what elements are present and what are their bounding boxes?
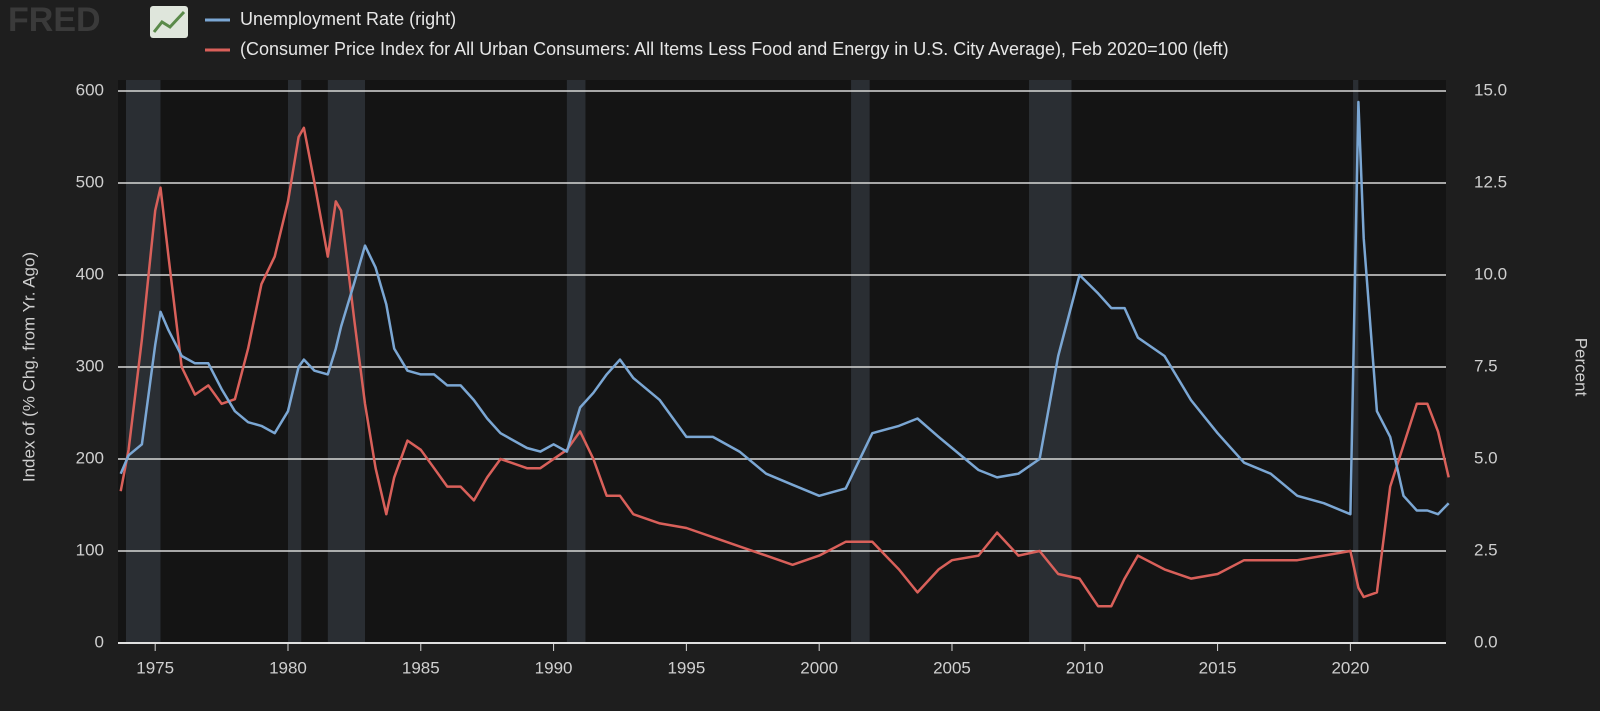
recession-band xyxy=(1353,80,1359,643)
recession-band xyxy=(125,80,161,643)
y2-tick-label: 2.5 xyxy=(1474,540,1498,559)
recession-band xyxy=(851,80,870,643)
x-tick-label: 1980 xyxy=(269,658,307,677)
y2-tick-label: 5.0 xyxy=(1474,448,1498,467)
logo: FRED xyxy=(8,1,101,39)
x-tick-label: 1985 xyxy=(402,658,440,677)
plot-area xyxy=(118,80,1446,643)
logo-icon xyxy=(150,6,188,38)
y-axis-label: Index of (% Chg. from Yr. Ago) xyxy=(19,252,38,482)
x-tick-label: 1975 xyxy=(136,658,174,677)
x-tick-label: 1995 xyxy=(667,658,705,677)
x-tick-label: 2020 xyxy=(1331,658,1369,677)
y2-axis-label: Percent xyxy=(1572,338,1591,397)
y2-tick-label: 7.5 xyxy=(1474,356,1498,375)
x-tick-label: 1990 xyxy=(535,658,573,677)
x-tick-label: 2015 xyxy=(1199,658,1237,677)
y-tick-label: 200 xyxy=(76,448,104,467)
x-tick-label: 2005 xyxy=(933,658,971,677)
x-tick-label: 2000 xyxy=(800,658,838,677)
series-line xyxy=(119,126,1450,608)
y2-tick-label: 10.0 xyxy=(1474,264,1507,283)
recession-band xyxy=(287,80,302,643)
legend-label: Unemployment Rate (right) xyxy=(240,9,456,29)
logo-icon-line xyxy=(152,10,186,33)
legend-label: (Consumer Price Index for All Urban Cons… xyxy=(240,39,1229,59)
y-tick-label: 500 xyxy=(76,172,104,191)
y-tick-label: 0 xyxy=(95,632,104,651)
y-tick-label: 600 xyxy=(76,80,104,99)
series-line xyxy=(119,100,1450,516)
recession-band xyxy=(1029,80,1072,643)
x-tick-label: 2010 xyxy=(1066,658,1104,677)
recession-band xyxy=(566,80,586,643)
y2-tick-label: 15.0 xyxy=(1474,80,1507,99)
y-tick-label: 300 xyxy=(76,356,104,375)
y2-tick-label: 0.0 xyxy=(1474,632,1498,651)
y2-tick-label: 12.5 xyxy=(1474,172,1507,191)
y-tick-label: 100 xyxy=(76,540,104,559)
y-tick-label: 400 xyxy=(76,264,104,283)
